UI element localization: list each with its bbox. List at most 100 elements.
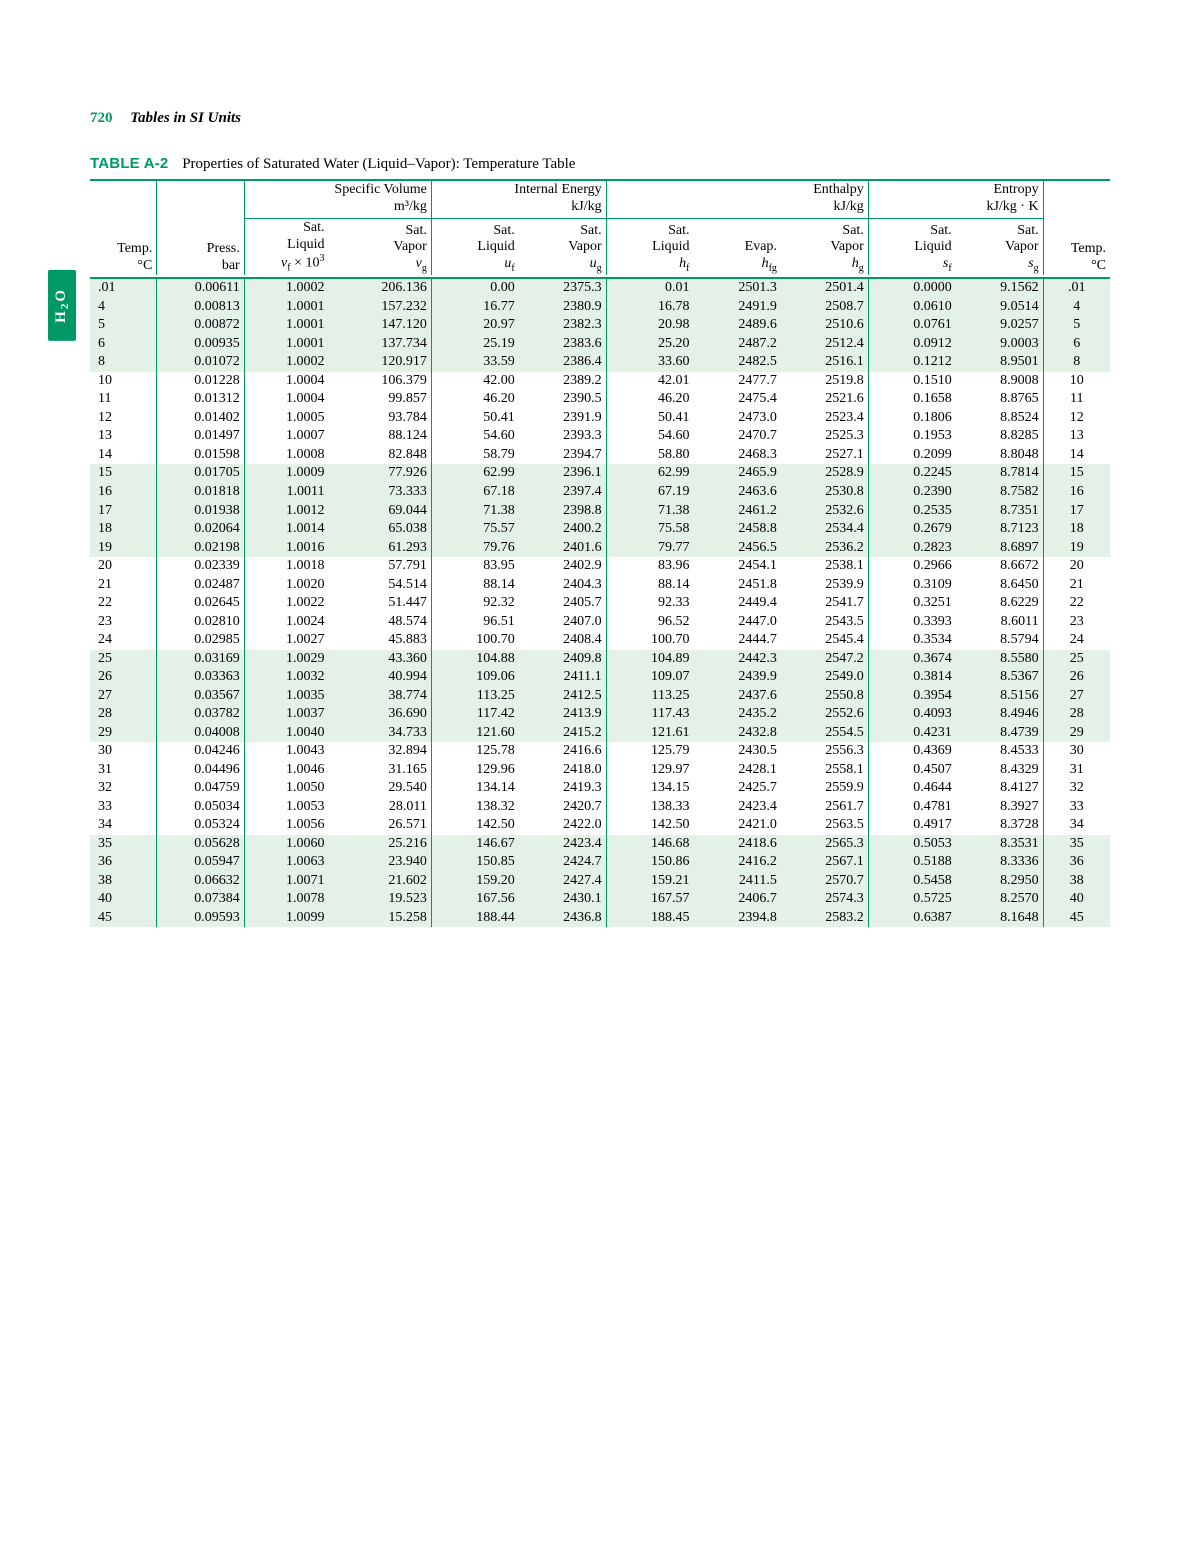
cell: 33 [90,798,157,817]
cell: 42.01 [606,372,693,391]
hdr-vf: Sat.Liquid vf × 103 [244,219,328,276]
cell: 2423.4 [694,798,781,817]
cell: 8.2950 [956,872,1043,891]
cell: 2375.3 [519,278,606,298]
table-row: 190.021981.001661.29379.762401.679.77245… [90,539,1110,558]
side-tab-h2o: H2O [48,270,76,341]
cell: 0.2966 [868,557,955,576]
cell: 1.0040 [244,724,328,743]
cell: 0.01 [606,278,693,298]
cell: 0.5053 [868,835,955,854]
cell: 138.32 [431,798,518,817]
table-row: 260.033631.003240.994109.062411.1109.072… [90,668,1110,687]
table-row: 120.014021.000593.78450.412391.950.41247… [90,409,1110,428]
cell: 30 [1043,742,1110,761]
cell: 75.57 [431,520,518,539]
cell: 24 [90,631,157,650]
cell: 0.01402 [157,409,244,428]
cell: 25.20 [606,335,693,354]
data-block: 300.042461.004332.894125.782416.6125.792… [90,742,1110,835]
cell: 2394.7 [519,446,606,465]
cell: 2436.8 [519,909,606,928]
cell: 2420.7 [519,798,606,817]
cell: 79.76 [431,539,518,558]
table-row: 230.028101.002448.57496.512407.096.52244… [90,613,1110,632]
cell: 12 [1043,409,1110,428]
cell: 0.1510 [868,372,955,391]
cell: 8.7814 [956,464,1043,483]
cell: 10 [90,372,157,391]
cell: 2530.8 [781,483,868,502]
table-row: .010.006111.0002206.1360.002375.30.01250… [90,278,1110,298]
cell: 1.0008 [244,446,328,465]
cell: 28 [1043,705,1110,724]
cell: 100.70 [431,631,518,650]
table-row: 340.053241.005626.571142.502422.0142.502… [90,816,1110,835]
cell: 40 [90,890,157,909]
cell: 0.5725 [868,890,955,909]
cell: 8.8285 [956,427,1043,446]
cell: 18 [90,520,157,539]
data-block: 250.031691.002943.360104.882409.8104.892… [90,650,1110,743]
cell: 0.01705 [157,464,244,483]
cell: 8.3728 [956,816,1043,835]
cell: 117.43 [606,705,693,724]
cell: 2454.1 [694,557,781,576]
cell: 8.5580 [956,650,1043,669]
cell: 120.917 [329,353,432,372]
cell: 0.03363 [157,668,244,687]
cell: 2411.1 [519,668,606,687]
cell: 0.4781 [868,798,955,817]
cell: 2561.7 [781,798,868,817]
cell: 134.15 [606,779,693,798]
cell: 36.690 [329,705,432,724]
cell: 2501.3 [694,278,781,298]
cell: 0.00611 [157,278,244,298]
cell: 46.20 [431,390,518,409]
cell: 1.0007 [244,427,328,446]
hdr-hf: Sat.Liquid hf [606,219,693,276]
cell: 8.4329 [956,761,1043,780]
cell: 8.6897 [956,539,1043,558]
cell: 45 [1043,909,1110,928]
cell: 0.00 [431,278,518,298]
cell: 32.894 [329,742,432,761]
cell: 0.00872 [157,316,244,335]
table-row: 290.040081.004034.733121.602415.2121.612… [90,724,1110,743]
page: H2O 720 Tables in SI Units TABLE A-2 Pro… [0,0,1200,927]
cell: 1.0056 [244,816,328,835]
cell: 5 [1043,316,1110,335]
cell: 2475.4 [694,390,781,409]
cell: 83.95 [431,557,518,576]
cell: 67.18 [431,483,518,502]
cell: 2559.9 [781,779,868,798]
cell: 15 [90,464,157,483]
cell: 88.14 [606,576,693,595]
running-header: 720 Tables in SI Units [90,110,1110,127]
page-number: 720 [90,110,113,126]
cell: 2416.6 [519,742,606,761]
cell: 8.9501 [956,353,1043,372]
cell: 2423.4 [519,835,606,854]
cell: 8.3927 [956,798,1043,817]
cell: 167.57 [606,890,693,909]
cell: 2407.0 [519,613,606,632]
table-row: 170.019381.001269.04471.382398.871.38246… [90,502,1110,521]
table-title-text: Properties of Saturated Water (Liquid–Va… [182,156,575,172]
cell: 146.67 [431,835,518,854]
cell: 1.0050 [244,779,328,798]
cell: 6 [1043,335,1110,354]
cell: 2442.3 [694,650,781,669]
cell: 0.02985 [157,631,244,650]
cell: 54.60 [431,427,518,446]
cell: 2547.2 [781,650,868,669]
cell: 138.33 [606,798,693,817]
cell: 0.05628 [157,835,244,854]
cell: 117.42 [431,705,518,724]
table-row: 310.044961.004631.165129.962418.0129.972… [90,761,1110,780]
cell: 8.6011 [956,613,1043,632]
hdr-ug: Sat.Vapor ug [519,219,606,276]
cell: 8.5367 [956,668,1043,687]
cell: 31 [90,761,157,780]
table-row: 50.008721.0001147.12020.972382.320.98248… [90,316,1110,335]
